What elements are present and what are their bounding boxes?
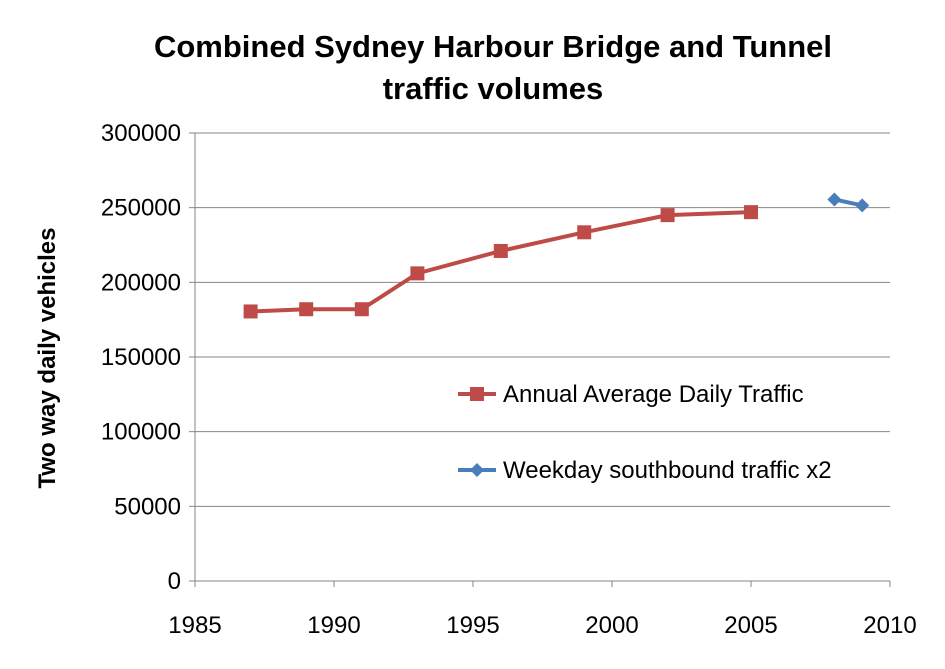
y-tick-label: 150000 [101,344,181,371]
y-tick-label: 100000 [101,419,181,446]
legend-swatch-marker [470,387,484,401]
y-tick-label: 50000 [114,493,181,520]
tick-labels: 0 50000 100000 150000 200000 250000 300000 1985… [101,120,917,639]
legend-label: Annual Average Daily Traffic [503,381,804,408]
chart-title-line-2: traffic volumes [383,71,604,106]
y-axis-label: Two way daily vehicles [34,228,61,489]
x-tick-label: 2005 [724,612,777,639]
x-tick-label: 2010 [863,612,916,639]
legend-item-1: Annual Average Daily Traffic [458,381,804,408]
x-tick-label: 1995 [446,612,499,639]
data-point [660,208,675,223]
data-point [827,192,842,207]
series-line [250,210,752,314]
legend: Annual Average Daily Traffic Weekday sout… [458,381,832,484]
y-tick-label: 200000 [101,269,181,296]
y-tick-label: 0 [168,568,181,595]
x-tick-label: 1985 [168,612,221,639]
data-point [354,302,369,317]
axes [189,132,891,587]
data-point [577,225,592,240]
legend-label: Weekday southbound traffic x2 [503,457,832,484]
y-tick-label: 300000 [101,120,181,147]
series-2 [827,192,870,213]
series-layer [243,192,870,319]
legend-swatch-marker [470,463,484,477]
data-point [493,243,508,258]
data-point [855,198,870,213]
data-point [299,302,314,317]
legend-item-2: Weekday southbound traffic x2 [458,457,832,484]
y-tick-label: 250000 [101,195,181,222]
x-tick-label: 2000 [585,612,638,639]
chart-title-line-1: Combined Sydney Harbour Bridge and Tunne… [154,29,832,64]
series-1 [243,205,758,319]
data-point [410,266,425,281]
gridlines [195,132,890,507]
x-tick-label: 1990 [307,612,360,639]
data-point [744,205,758,220]
data-point [243,304,258,319]
